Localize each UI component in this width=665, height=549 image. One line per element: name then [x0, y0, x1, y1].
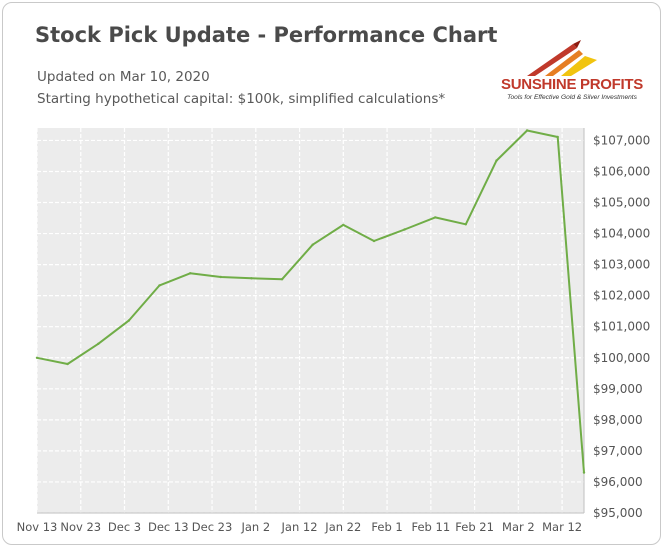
data-point [582, 471, 586, 474]
x-tick-label: Dec 13 [148, 520, 189, 534]
y-tick-label: $99,000 [593, 382, 643, 396]
data-point [434, 216, 437, 219]
chart-title: Stock Pick Update - Performance Chart [35, 23, 498, 47]
x-tick-label: Nov 23 [60, 520, 101, 534]
x-axis-tick-labels: Nov 13 Nov 23 Dec 3 Dec 13 Dec 23 Jan 2 Jan 12… [17, 520, 582, 534]
x-tick-label: Jan 12 [281, 520, 318, 534]
y-tick-label: $97,000 [593, 444, 643, 458]
y-tick-label: $103,000 [593, 258, 650, 272]
x-tick-label: Feb 11 [412, 520, 451, 534]
y-tick-label: $106,000 [593, 164, 650, 178]
x-tick-label: Jan 22 [324, 520, 361, 534]
data-point [250, 277, 253, 280]
data-point [403, 228, 406, 231]
x-tick-label: Mar 12 [542, 520, 582, 534]
data-point [127, 319, 131, 322]
data-point [464, 223, 467, 226]
vertical-gridlines [36, 128, 563, 513]
capital-note: Starting hypothetical capital: $100k, si… [37, 91, 446, 107]
data-point [342, 223, 345, 227]
x-tick-label: Feb 1 [371, 520, 402, 534]
x-tick-label: Mar 2 [502, 520, 535, 534]
data-point [189, 272, 192, 275]
data-point [97, 342, 100, 345]
data-point [66, 362, 69, 366]
y-axis-tick-labels: $95,000 $96,000 $97,000 $98,000 $99,000 $100,… [593, 133, 650, 520]
data-point [311, 243, 314, 246]
logo-name: SUNSHINE PROFITS [501, 76, 643, 93]
horizontal-gridlines [37, 139, 584, 514]
y-tick-label: $104,000 [593, 227, 650, 241]
sunshine-profits-logo: SUNSHINE PROFITS Tools for Effective Gol… [497, 36, 647, 106]
x-tick-label: Dec 23 [192, 520, 233, 534]
x-tick-label: Nov 13 [17, 520, 58, 534]
data-point [556, 135, 559, 139]
y-tick-label: $102,000 [593, 289, 650, 303]
x-tick-label: Feb 21 [455, 520, 494, 534]
y-tick-label: $100,000 [593, 351, 650, 365]
y-tick-label: $95,000 [593, 506, 643, 520]
y-tick-label: $98,000 [593, 413, 643, 427]
updated-date: Updated on Mar 10, 2020 [37, 69, 210, 85]
x-tick-label: Jan 2 [240, 520, 270, 534]
y-tick-label: $107,000 [593, 133, 650, 147]
data-point [372, 239, 376, 243]
y-tick-label: $105,000 [593, 196, 650, 210]
plot-area [37, 128, 584, 513]
data-point [158, 284, 161, 287]
data-point [525, 129, 529, 132]
data-point [280, 278, 284, 281]
data-points [35, 129, 586, 474]
logo-tagline: Tools for Effective Gold & Silver Invest… [507, 94, 637, 101]
y-tick-label: $101,000 [593, 320, 650, 334]
data-point [35, 356, 39, 359]
x-tick-label: Dec 3 [108, 520, 141, 534]
y-tick-label: $96,000 [593, 475, 643, 489]
logo-swoosh-icon [527, 40, 597, 76]
data-point [495, 159, 498, 162]
data-point [219, 275, 222, 279]
